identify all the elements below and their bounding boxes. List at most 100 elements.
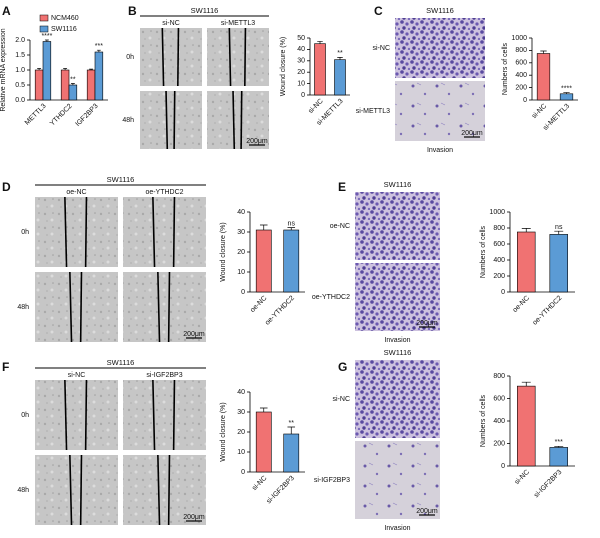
y-tick-label: 400 [493, 418, 505, 425]
wound-image [35, 380, 118, 450]
y-axis-title: Numbers of cells [480, 225, 487, 278]
error-bar [37, 68, 42, 70]
y-tick-label: 20 [237, 249, 245, 256]
y-axis-title: Wound closure (%) [280, 37, 287, 96]
x-tick-label: si-NC [514, 469, 531, 486]
invasion-image [395, 18, 485, 78]
y-tick-label: 10 [297, 80, 305, 87]
y-tick-label: 400 [515, 72, 527, 79]
panel-letter: F [2, 360, 9, 374]
significance: ns [555, 224, 563, 231]
y-tick-label: 1000 [511, 35, 527, 42]
condition-label: si-NC [162, 20, 180, 27]
x-tick-label: METTL3 [24, 103, 48, 127]
y-tick-label: 10 [237, 269, 245, 276]
error-bar [521, 381, 531, 387]
wound-edge [165, 90, 169, 150]
error-bar [70, 83, 75, 85]
wound-edge [79, 454, 83, 526]
cell-line: SW1116 [107, 175, 135, 184]
scale-label: 200μm [246, 138, 268, 145]
x-tick-label: si-NC [251, 475, 268, 492]
y-axis-title: Numbers of cells [502, 42, 509, 95]
invasion-image [355, 360, 440, 438]
bar [255, 229, 272, 293]
x-tick-label: YTHDC2 [49, 103, 74, 128]
wound-edge [244, 27, 247, 87]
condition-label: oe-YTHDC2 [312, 294, 350, 301]
wound-edge [157, 271, 161, 343]
y-axis-title: Wound closure (%) [220, 402, 227, 461]
y-tick-label: 2.0 [15, 37, 25, 44]
y-tick-label: 0 [501, 289, 505, 296]
y-tick-label: 200 [493, 440, 505, 447]
wound-edge [64, 379, 68, 451]
wound-edge [172, 196, 176, 268]
cell-line: SW1116 [426, 6, 454, 15]
bar [42, 41, 52, 101]
invasion-image [355, 263, 440, 331]
wound-edge [69, 454, 73, 526]
wound-edge [152, 379, 156, 451]
wound-edge [152, 196, 156, 268]
error-bar [554, 230, 564, 235]
y-tick-label: 200 [515, 84, 527, 91]
error-bar [259, 407, 268, 412]
legend-swatch [39, 25, 49, 33]
wound-image [123, 380, 206, 450]
significance: **** [41, 33, 52, 40]
wound-image [207, 28, 269, 86]
significance: ** [337, 50, 343, 57]
condition-label: si-METTL3 [221, 20, 255, 27]
condition-label: si-NC [333, 396, 351, 403]
x-tick-label: si-IGF2BP3 [533, 469, 564, 500]
wound-image [207, 91, 269, 149]
x-tick-label: oe-NC [512, 295, 531, 314]
scale-label: 200μm [416, 508, 438, 515]
error-bar [96, 49, 101, 52]
bar [549, 234, 568, 293]
y-axis-title: Wound closure (%) [220, 222, 227, 281]
significance: ns [288, 220, 296, 227]
scale-label: 200μm [183, 514, 205, 521]
y-tick-label: 1000 [489, 209, 505, 216]
significance: ** [289, 420, 295, 427]
wound-edge [228, 27, 232, 87]
assay-label: Invasion [384, 525, 410, 532]
bar [86, 69, 96, 101]
y-tick-label: 600 [515, 60, 527, 67]
bar [559, 93, 574, 101]
time-label: 0h [126, 54, 134, 61]
y-tick-label: 0 [523, 97, 527, 104]
x-tick-label: si-NC [531, 103, 548, 120]
bar [283, 229, 300, 293]
bar [536, 53, 551, 101]
error-bar [540, 50, 547, 54]
error-bar [521, 228, 531, 232]
wound-edge [232, 90, 236, 150]
invasion-image [355, 192, 440, 260]
wound-edge [167, 454, 171, 526]
wound-image [123, 455, 206, 525]
significance: *** [95, 43, 103, 50]
condition-label: si-NC [373, 45, 391, 52]
bar [517, 385, 536, 467]
condition-label: si-NC [68, 372, 86, 379]
y-tick-label: 800 [493, 373, 505, 380]
condition-label: oe-NC [66, 189, 86, 196]
assay-label: Invasion [384, 337, 410, 344]
x-tick-label: si-IGF2BP3 [265, 475, 296, 506]
wound-edge [173, 90, 176, 150]
y-tick-label: 800 [493, 225, 505, 232]
error-bar [554, 445, 564, 448]
y-tick-label: 30 [297, 58, 305, 65]
legend-swatch [39, 14, 49, 22]
legend-label: NCM460 [51, 15, 79, 22]
panel-letter: B [128, 4, 137, 18]
error-bar [317, 41, 323, 44]
panel-letter: C [374, 4, 383, 18]
wound-edge [167, 271, 171, 343]
bar [283, 433, 300, 473]
significance: **** [561, 85, 572, 92]
